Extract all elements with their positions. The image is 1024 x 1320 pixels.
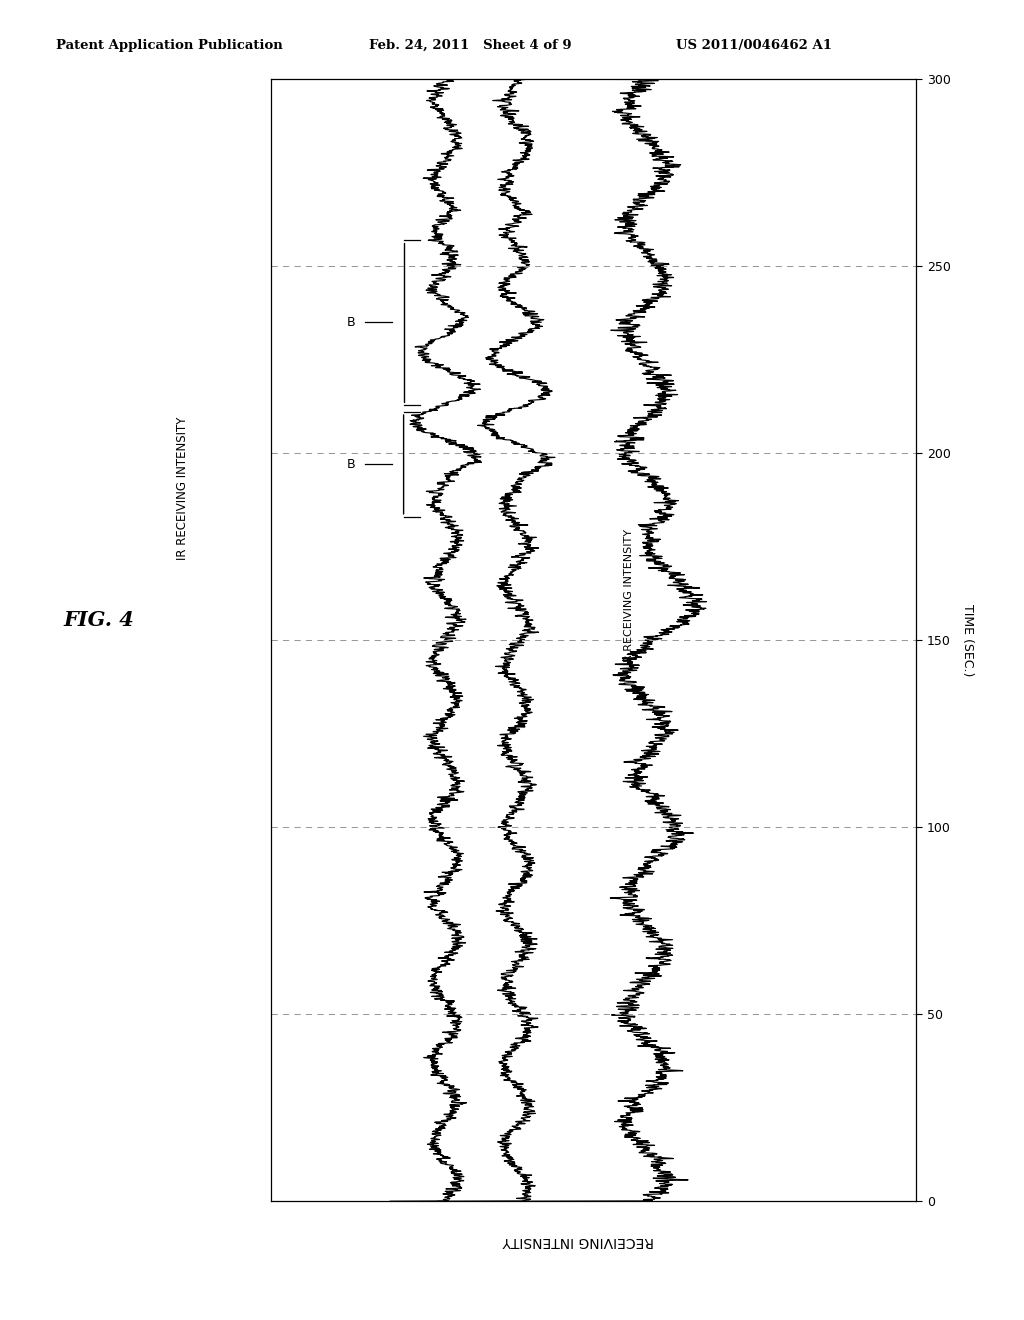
Text: Feb. 24, 2011   Sheet 4 of 9: Feb. 24, 2011 Sheet 4 of 9 [369,38,571,51]
Text: Patent Application Publication: Patent Application Publication [56,38,283,51]
Text: US 2011/0046462 A1: US 2011/0046462 A1 [676,38,831,51]
Text: R RECEIVING INTENSITY: R RECEIVING INTENSITY [625,529,635,661]
Text: TIME (SEC.): TIME (SEC.) [962,605,974,676]
Text: FIG. 4: FIG. 4 [63,610,134,631]
Text: B: B [346,458,355,471]
Text: B: B [346,315,355,329]
Text: RECEIVING INTENSITY: RECEIVING INTENSITY [503,1234,654,1247]
Text: IR RECEIVING INTENSITY: IR RECEIVING INTENSITY [176,417,188,560]
